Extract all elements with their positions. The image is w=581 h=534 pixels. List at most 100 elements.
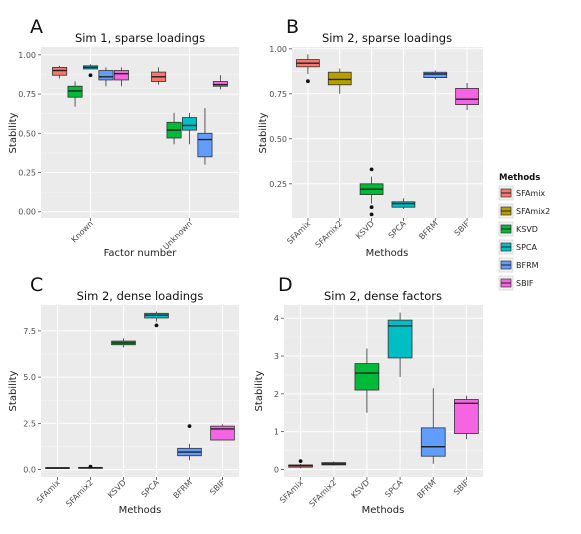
x-tick-label: KSVD — [349, 478, 371, 500]
x-tick-label: SBIF — [453, 219, 472, 238]
y-tick-label: 0.0 — [23, 466, 36, 475]
y-tick-label: 5.0 — [23, 373, 36, 382]
outlier-point — [187, 424, 192, 429]
x-tick-label: SFAmix2 — [314, 219, 345, 250]
legend: Methods SFAmix SFAmix2 KSVD SPCA BFRM SBIF — [498, 173, 550, 291]
box-sfamix-unknown — [151, 67, 167, 85]
outlier-point — [298, 459, 303, 464]
panel-title-b: Sim 2, sparse loadings — [322, 31, 452, 45]
x-axis-title-b: Methods — [366, 248, 409, 259]
legend-item-bfrm: BFRM — [498, 257, 539, 273]
plot-area-c — [41, 305, 239, 477]
x-tick-label: SFAmix — [35, 478, 62, 505]
panel-letter-a: A — [30, 16, 43, 38]
panel-d: D Sim 2, dense factors 0 1 2 3 4 SFAmix SFAmix… — [254, 274, 483, 516]
box-iqr — [327, 71, 352, 86]
legend-title: Methods — [499, 173, 540, 183]
box-iqr — [387, 319, 413, 359]
outlier-point — [369, 212, 374, 217]
box-iqr — [212, 81, 228, 87]
box-bfrm-unknown — [197, 108, 213, 165]
y-tick-label: 2 — [274, 390, 279, 399]
box-iqr — [181, 117, 198, 131]
legend-label: SPCA — [516, 243, 537, 252]
legend-item-spca: SPCA — [498, 239, 537, 255]
panel-letter-b: B — [286, 16, 299, 38]
box-bfrm-bfrm — [423, 70, 448, 80]
legend-label: SBIF — [516, 279, 534, 288]
panel-letter-d: D — [278, 274, 293, 296]
panel-letter-c: C — [30, 274, 43, 296]
box-iqr — [454, 399, 479, 434]
x-axis-title-d: Methods — [362, 505, 405, 516]
x-tick-label: SPCA — [387, 219, 409, 241]
legend-item-sfamix: SFAmix — [498, 185, 545, 201]
x-tick-label: SFAmix — [285, 219, 312, 246]
outlier-point — [369, 205, 374, 210]
box-sfamix-known — [52, 65, 68, 79]
box-ksvd-known — [67, 81, 83, 107]
box-iqr — [391, 201, 416, 208]
plot-area-d — [284, 305, 483, 477]
box-sfamix2-sfamix2 — [327, 68, 352, 94]
plot-area-b — [292, 47, 483, 218]
box-sbif-sbif — [454, 395, 479, 440]
box-sbif-sbif — [210, 424, 235, 441]
legend-label: BFRM — [516, 261, 539, 270]
y-tick-label: 0.75 — [18, 90, 36, 99]
y-tick-label: 0.50 — [18, 129, 36, 138]
box-iqr — [98, 70, 114, 81]
x-tick-label: BFRM — [417, 219, 439, 241]
outlier-point — [88, 73, 93, 78]
box-bfrm-bfrm — [177, 424, 202, 461]
y-tick-label: 1.00 — [18, 51, 36, 60]
y-tick-label: 0.50 — [269, 135, 287, 144]
box-sfamix2-sfamix2 — [78, 464, 103, 469]
box-iqr — [197, 132, 213, 158]
panel-title-d: Sim 2, dense factors — [324, 289, 442, 303]
legend-items: SFAmix SFAmix2 KSVD SPCA BFRM SBIF — [498, 185, 550, 291]
legend-label: SFAmix — [516, 189, 545, 198]
box-ksvd-unknown — [166, 112, 182, 145]
y-axis-title-b: Stability — [258, 112, 269, 153]
box-iqr — [354, 363, 380, 391]
box-iqr — [455, 88, 479, 106]
box-spca-spca — [387, 312, 413, 377]
panel-title-a: Sim 1, sparse loadings — [75, 31, 205, 45]
box-iqr — [423, 71, 448, 78]
box-spca-unknown — [181, 112, 198, 145]
legend-label: SFAmix2 — [516, 207, 550, 216]
x-tick-label: SFAmix2 — [308, 478, 339, 509]
box-sbif-known — [113, 67, 129, 87]
y-tick-label: 1 — [274, 428, 279, 437]
box-iqr — [420, 427, 446, 457]
legend-item-ksvd: KSVD — [498, 221, 538, 237]
y-tick-label: 3 — [274, 352, 279, 361]
box-iqr — [113, 70, 129, 81]
y-tick-label: 7.5 — [23, 327, 36, 336]
box-bfrm-bfrm — [420, 388, 446, 464]
y-tick-label: 0.25 — [269, 180, 287, 189]
panel-a: A Sim 1, sparse loadings 0.00 0.25 0.50 0.7… — [8, 16, 239, 259]
box-spca-known — [82, 64, 99, 78]
box-sfamix-sfamix — [296, 54, 320, 84]
x-tick-label: KSVD — [106, 478, 128, 500]
box-sbif-sbif — [455, 83, 479, 110]
box-iqr — [67, 85, 83, 98]
outlier-point — [369, 167, 374, 172]
y-tick-label: 2.5 — [23, 419, 36, 428]
y-tick-label: 1.00 — [269, 45, 287, 54]
x-tick-label: SPCA — [140, 478, 162, 500]
y-tick-label: 0 — [274, 465, 279, 474]
x-tick-label: SBIF — [452, 478, 471, 497]
outlier-point — [88, 464, 93, 469]
legend-label: KSVD — [516, 225, 538, 234]
y-tick-label: 0.25 — [18, 169, 36, 178]
box-spca-spca — [391, 198, 416, 209]
panel-c: C Sim 2, dense loadings 0.0 2.5 5.0 7.5 SFAm… — [8, 274, 239, 516]
x-tick-label: SPCA — [383, 478, 405, 500]
x-axis-title-a: Factor number — [104, 248, 178, 259]
y-axis-title-c: Stability — [8, 370, 19, 411]
panel-b: B Sim 2, sparse loadings 0.25 0.50 0.75 1.0… — [258, 16, 483, 259]
